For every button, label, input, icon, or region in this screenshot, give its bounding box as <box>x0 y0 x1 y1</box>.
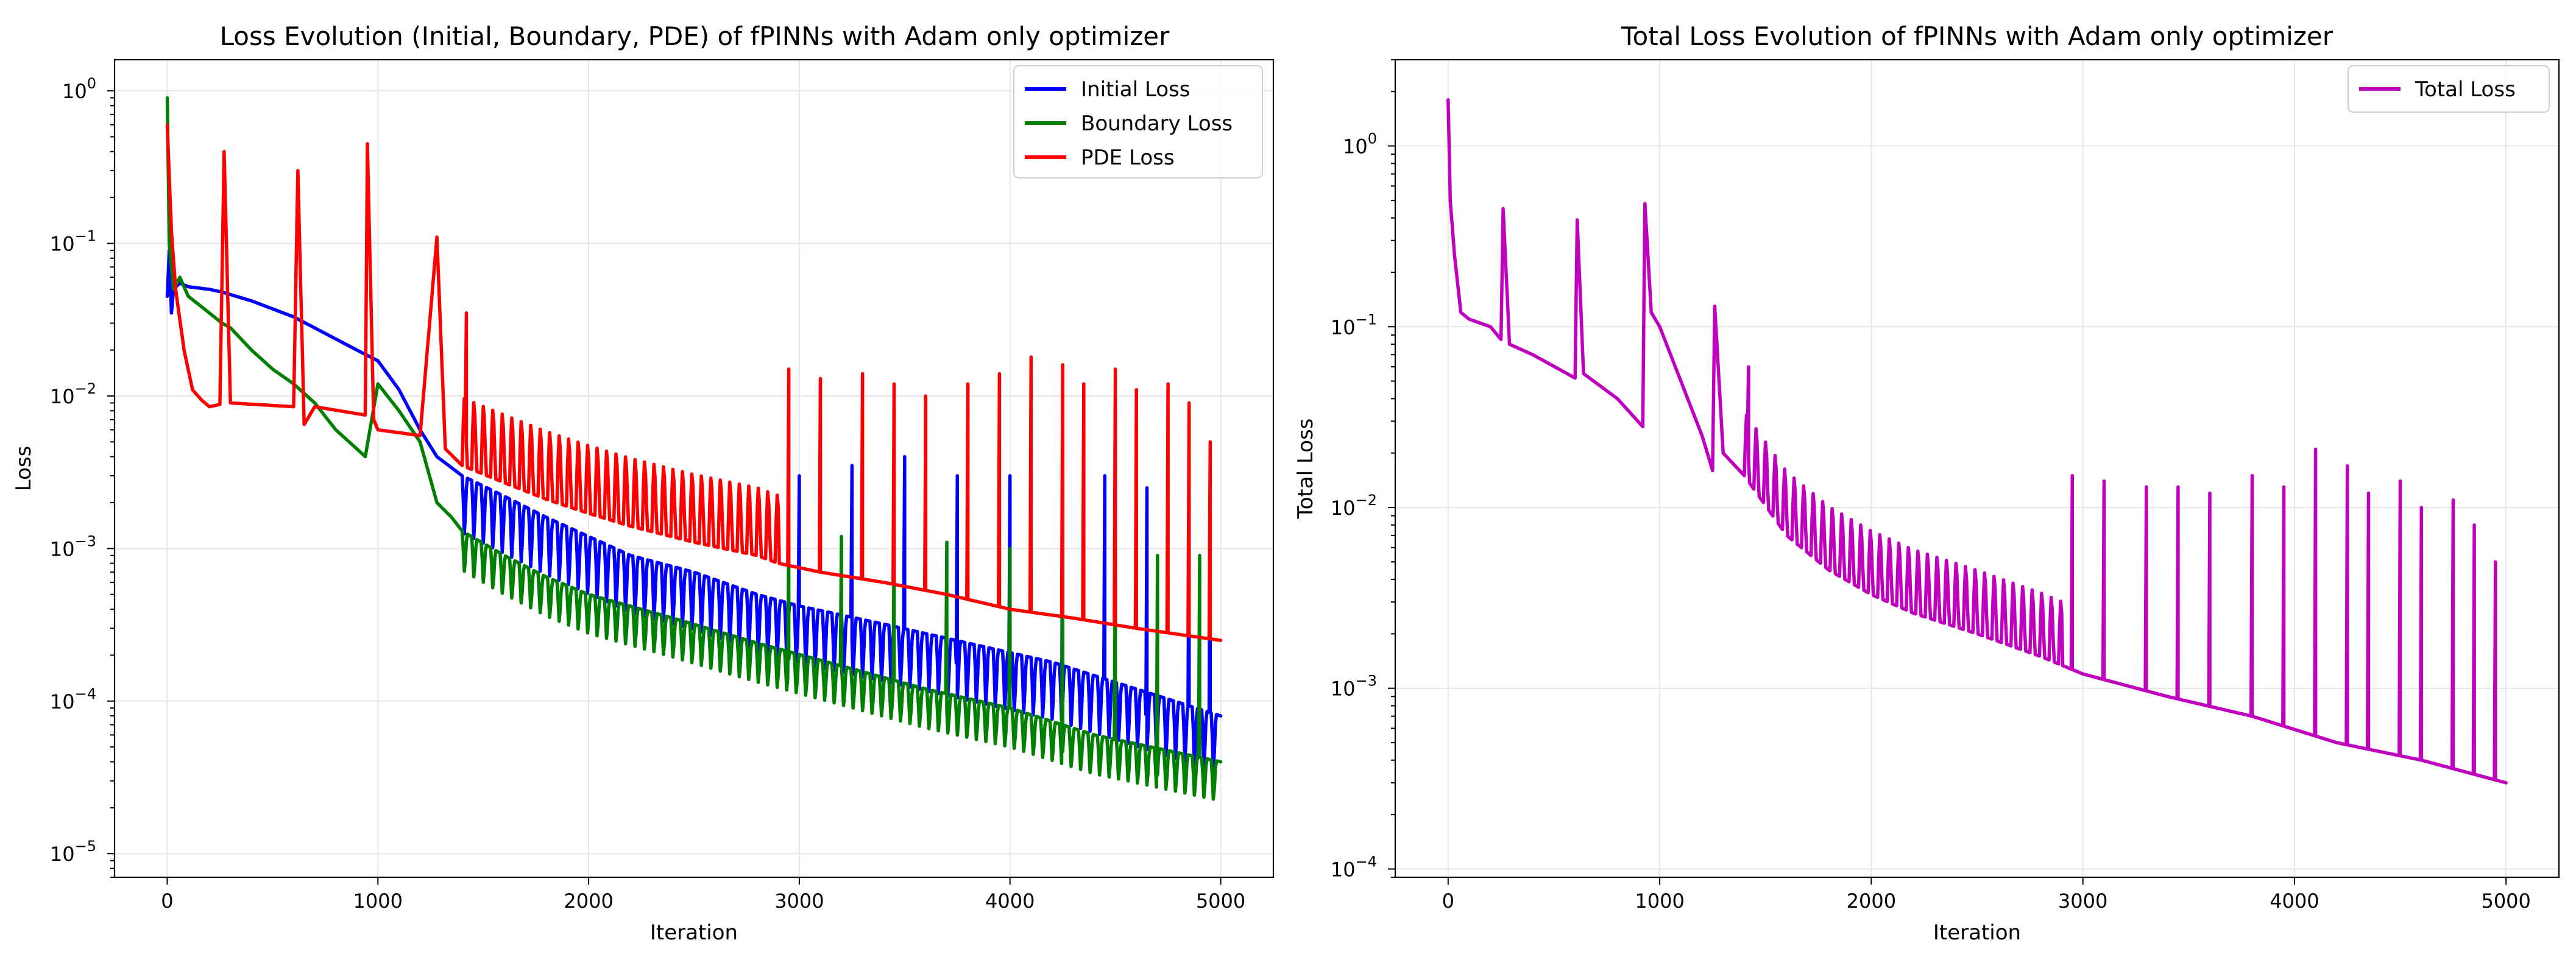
series-layer <box>1446 98 2508 785</box>
legend: Initial Loss Boundary Loss PDE Loss <box>1013 65 1263 179</box>
x-tick-label: 0 <box>161 889 173 913</box>
chart-title: Loss Evolution (Initial, Boundary, PDE) … <box>220 21 1170 51</box>
y-tick-label: 10−4 <box>1331 853 1377 881</box>
legend-label-boundary: Boundary Loss <box>1081 111 1233 136</box>
y-axis-label: Loss <box>12 446 36 492</box>
legend-label-pde: PDE Loss <box>1081 146 1175 170</box>
x-axis-label: Iteration <box>1933 921 2021 945</box>
x-tick-label: 2000 <box>564 889 613 913</box>
x-tick-label: 3000 <box>774 889 824 913</box>
y-axis-label: Total Loss <box>1293 419 1318 520</box>
x-axis-ticks: 0 1000 2000 3000 4000 5000 <box>161 877 1245 913</box>
x-tick-label: 5000 <box>1196 889 1245 913</box>
x-tick-label: 3000 <box>2058 889 2107 913</box>
series-line-total-loss <box>1446 98 2508 785</box>
x-tick-label: 4000 <box>2270 889 2319 913</box>
series-line-pde-loss <box>165 122 1223 642</box>
x-tick-label: 2000 <box>1847 889 1896 913</box>
plot-frame <box>113 58 1275 878</box>
x-axis-label: Iteration <box>650 921 738 945</box>
series-layer <box>165 96 1223 801</box>
x-tick-label: 1000 <box>1635 889 1684 913</box>
chart-title: Total Loss Evolution of fPINNs with Adam… <box>1621 21 2334 51</box>
legend: Total Loss <box>2348 65 2550 113</box>
series-line-boundary-loss <box>165 96 1223 801</box>
x-tick-label: 5000 <box>2481 889 2530 913</box>
total-loss-chart: Total Loss Evolution of fPINNs with Adam… <box>1293 21 2560 945</box>
x-tick-label: 1000 <box>353 889 403 913</box>
grid <box>1395 60 2559 877</box>
x-tick-label: 0 <box>1442 889 1454 913</box>
legend-label-initial: Initial Loss <box>1081 77 1190 102</box>
x-axis-ticks: 0 1000 2000 3000 4000 5000 <box>1442 877 2531 913</box>
x-tick-label: 4000 <box>985 889 1035 913</box>
legend-label-total: Total Loss <box>2415 77 2516 102</box>
loss-components-chart: Loss Evolution (Initial, Boundary, PDE) … <box>12 21 1275 945</box>
series-line-initial-loss <box>165 249 1223 772</box>
plot-frame <box>1394 58 2560 878</box>
y-tick-label: 10−2 <box>50 380 96 408</box>
